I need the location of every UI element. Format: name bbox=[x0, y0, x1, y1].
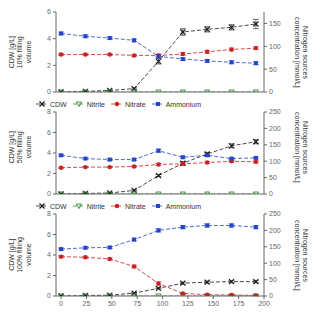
html-text:Nitrate: Nitrate bbox=[125, 202, 146, 210]
html-text:Nitrite: Nitrite bbox=[86, 202, 105, 210]
svg-text:100: 100 bbox=[269, 260, 281, 267]
svg-text:150: 150 bbox=[269, 243, 281, 250]
svg-text:0: 0 bbox=[47, 190, 51, 197]
html-text:Ammonium: Ammonium bbox=[165, 202, 201, 210]
svg-text:25: 25 bbox=[83, 300, 91, 307]
svg-text:2: 2 bbox=[47, 170, 51, 177]
svg-text:6: 6 bbox=[47, 129, 51, 136]
svg-text:2: 2 bbox=[47, 62, 51, 69]
svg-text:125: 125 bbox=[182, 300, 194, 307]
svg-text:150: 150 bbox=[207, 300, 219, 307]
svg-text:0: 0 bbox=[269, 88, 273, 95]
svg-text:200: 200 bbox=[269, 125, 281, 132]
svg-text:0: 0 bbox=[47, 292, 51, 299]
svg-text:75: 75 bbox=[133, 300, 141, 307]
svg-text:0: 0 bbox=[269, 190, 273, 197]
svg-text:8: 8 bbox=[47, 210, 51, 217]
svg-text:50: 50 bbox=[108, 300, 116, 307]
svg-text:250: 250 bbox=[269, 210, 281, 217]
svg-text:100: 100 bbox=[269, 43, 281, 50]
html-text:CDW [g/L] 10% filling volume: CDW [g/L] 10% filling volume bbox=[8, 35, 33, 69]
html-text:Nitrite: Nitrite bbox=[86, 100, 105, 108]
svg-text:2: 2 bbox=[47, 272, 51, 279]
svg-text:0: 0 bbox=[269, 292, 273, 299]
html-text:CDW [g/L] 50% filling volume: CDW [g/L] 50% filling volume bbox=[8, 130, 33, 164]
svg-text:0: 0 bbox=[47, 88, 51, 95]
svg-text:200: 200 bbox=[269, 227, 281, 234]
html-text:Nitrogen sources concentration: Nitrogen sources concentration [mmol/L] bbox=[294, 16, 310, 88]
svg-text:175: 175 bbox=[233, 300, 245, 307]
svg-text:50: 50 bbox=[269, 276, 277, 283]
svg-text:4: 4 bbox=[47, 149, 51, 156]
svg-text:150: 150 bbox=[269, 20, 281, 27]
html-text:Nitrogen sources concentration: Nitrogen sources concentration [mmol/L] bbox=[294, 111, 310, 183]
html-text:Nitrate: Nitrate bbox=[125, 100, 146, 108]
svg-text:50: 50 bbox=[269, 174, 277, 181]
svg-text:100: 100 bbox=[157, 300, 169, 307]
svg-text:8: 8 bbox=[47, 108, 51, 115]
html-text:CDW: CDW bbox=[50, 202, 67, 210]
svg-text:200: 200 bbox=[258, 300, 270, 307]
svg-text:0: 0 bbox=[59, 300, 63, 307]
svg-text:6: 6 bbox=[47, 8, 51, 15]
svg-text:250: 250 bbox=[269, 108, 281, 115]
svg-text:100: 100 bbox=[269, 158, 281, 165]
html-text:CDW: CDW bbox=[50, 100, 67, 108]
html-text:CDW [g/L] 100% filling volume: CDW [g/L] 100% filling volume bbox=[8, 237, 33, 273]
html-text:Nitrogen sources concentration: Nitrogen sources concentration [mmol/L] bbox=[294, 219, 310, 291]
svg-text:150: 150 bbox=[269, 141, 281, 148]
html-text:Ammonium: Ammonium bbox=[165, 100, 201, 108]
svg-text:4: 4 bbox=[47, 35, 51, 42]
svg-text:6: 6 bbox=[47, 231, 51, 238]
svg-text:4: 4 bbox=[47, 251, 51, 258]
svg-text:50: 50 bbox=[269, 66, 277, 73]
